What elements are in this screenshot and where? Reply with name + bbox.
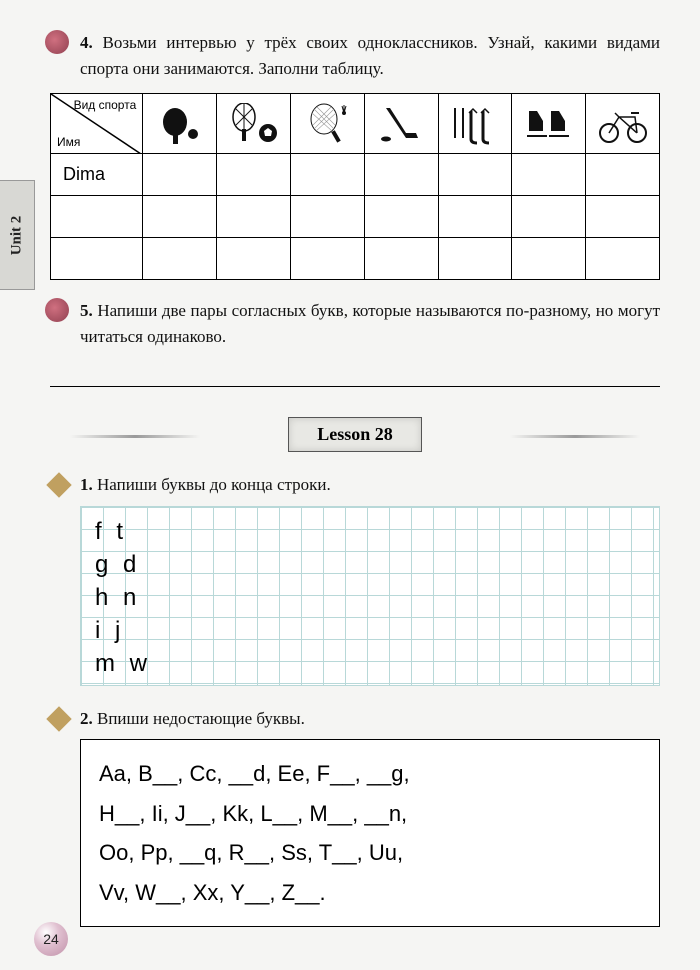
- sport-skating-icon: [512, 94, 586, 154]
- task2-text: 2. Впиши недостающие буквы.: [80, 706, 660, 732]
- pair-row: f t: [95, 515, 151, 548]
- header-sport: Вид спорта: [74, 98, 137, 112]
- diamond-icon: [46, 472, 71, 497]
- sports-table: Вид спорта Имя: [50, 93, 660, 280]
- sport-cycling-icon: [586, 94, 660, 154]
- grid-letters: f t g d h n i j m w: [95, 515, 151, 680]
- task4-number: 4.: [80, 33, 93, 52]
- lesson-header: Lesson 28: [50, 417, 660, 452]
- task4-body: Возьми интервью у трёх своих одноклассни…: [80, 33, 660, 78]
- sport-badminton-icon: [290, 94, 364, 154]
- task1-number: 1.: [80, 475, 93, 494]
- task-2: 2. Впиши недостающие буквы. Aa, B__, Cc,…: [50, 706, 660, 928]
- pair-row: m w: [95, 647, 151, 680]
- task2-number: 2.: [80, 709, 93, 728]
- alpha-line: Vv, W__, Xx, Y__, Z__.: [99, 873, 641, 913]
- lesson-title: Lesson 28: [288, 417, 422, 452]
- task1-body: Напиши буквы до конца строки.: [97, 475, 331, 494]
- task4-text: 4. Возьми интервью у трёх своих одноклас…: [80, 30, 660, 81]
- page-number: 24: [34, 922, 68, 956]
- task2-body: Впиши недостающие буквы.: [97, 709, 305, 728]
- pair-row: h n: [95, 581, 151, 614]
- pair-row: i j: [95, 614, 151, 647]
- answer-line[interactable]: [50, 359, 660, 387]
- flower-icon: [45, 298, 69, 322]
- table-row: [51, 238, 660, 280]
- task5-text: 5. Напиши две пары согласных букв, котор…: [80, 298, 660, 349]
- task1-text: 1. Напиши буквы до конца строки.: [80, 472, 660, 498]
- task-1: 1. Напиши буквы до конца строки. f t g d…: [50, 472, 660, 686]
- sport-table-tennis-icon: [143, 94, 217, 154]
- task5-body: Напиши две пары согласных букв, которые …: [80, 301, 660, 346]
- table-header-diagonal: Вид спорта Имя: [51, 94, 143, 154]
- alphabet-box[interactable]: Aa, B__, Cc, __d, Ee, F__, __g, H__, Ii,…: [80, 739, 660, 927]
- row1-name: Dima: [51, 154, 143, 196]
- sport-tennis-football-icon: [217, 94, 291, 154]
- pair-row: g d: [95, 548, 151, 581]
- diamond-icon: [46, 706, 71, 731]
- flower-icon: [45, 30, 69, 54]
- task5-number: 5.: [80, 301, 93, 320]
- letter-grid[interactable]: f t g d h n i j m w: [80, 506, 660, 686]
- task-4: 4. Возьми интервью у трёх своих одноклас…: [50, 30, 660, 280]
- sport-skiing-icon: [438, 94, 512, 154]
- header-name: Имя: [57, 135, 80, 149]
- alpha-line: H__, Ii, J__, Kk, L__, M__, __n,: [99, 794, 641, 834]
- table-row: [51, 196, 660, 238]
- task-5: 5. Напиши две пары согласных букв, котор…: [50, 298, 660, 387]
- page-number-balloon: 24: [34, 922, 68, 956]
- alpha-line: Oo, Pp, __q, R__, Ss, T__, Uu,: [99, 833, 641, 873]
- table-row: Dima: [51, 154, 660, 196]
- sport-hockey-icon: [364, 94, 438, 154]
- alpha-line: Aa, B__, Cc, __d, Ee, F__, __g,: [99, 754, 641, 794]
